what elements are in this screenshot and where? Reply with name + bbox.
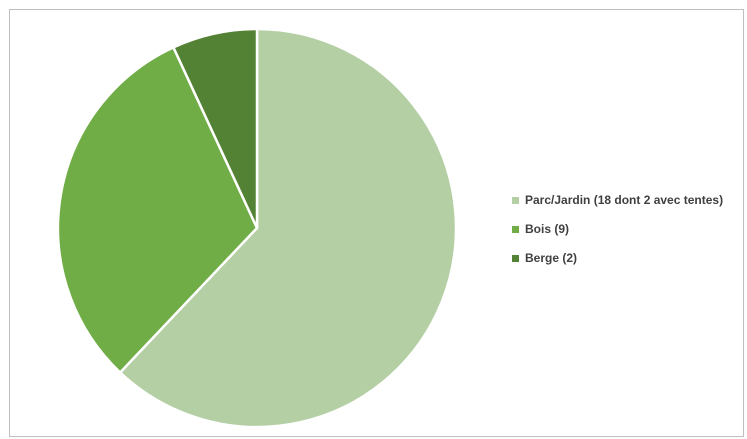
legend-item-bois: Bois (9) <box>512 222 744 236</box>
legend-swatch-parc-jardin <box>512 196 519 204</box>
legend-swatch-berge <box>512 254 519 262</box>
legend-item-parc-jardin: Parc/Jardin (18 dont 2 avec tentes) <box>512 193 744 207</box>
legend-label-bois: Bois (9) <box>525 222 570 236</box>
legend-label-berge: Berge (2) <box>525 251 578 265</box>
pie-slice-bois <box>56 46 259 374</box>
legend: Parc/Jardin (18 dont 2 avec tentes) Bois… <box>512 193 744 280</box>
pie-slice-berge <box>172 27 259 230</box>
legend-swatch-bois <box>512 225 519 233</box>
pie-slice-parc-jardin <box>118 27 458 429</box>
pie-slices <box>56 27 458 429</box>
legend-label-parc-jardin: Parc/Jardin (18 dont 2 avec tentes) <box>525 193 724 207</box>
legend-item-berge: Berge (2) <box>512 251 744 265</box>
